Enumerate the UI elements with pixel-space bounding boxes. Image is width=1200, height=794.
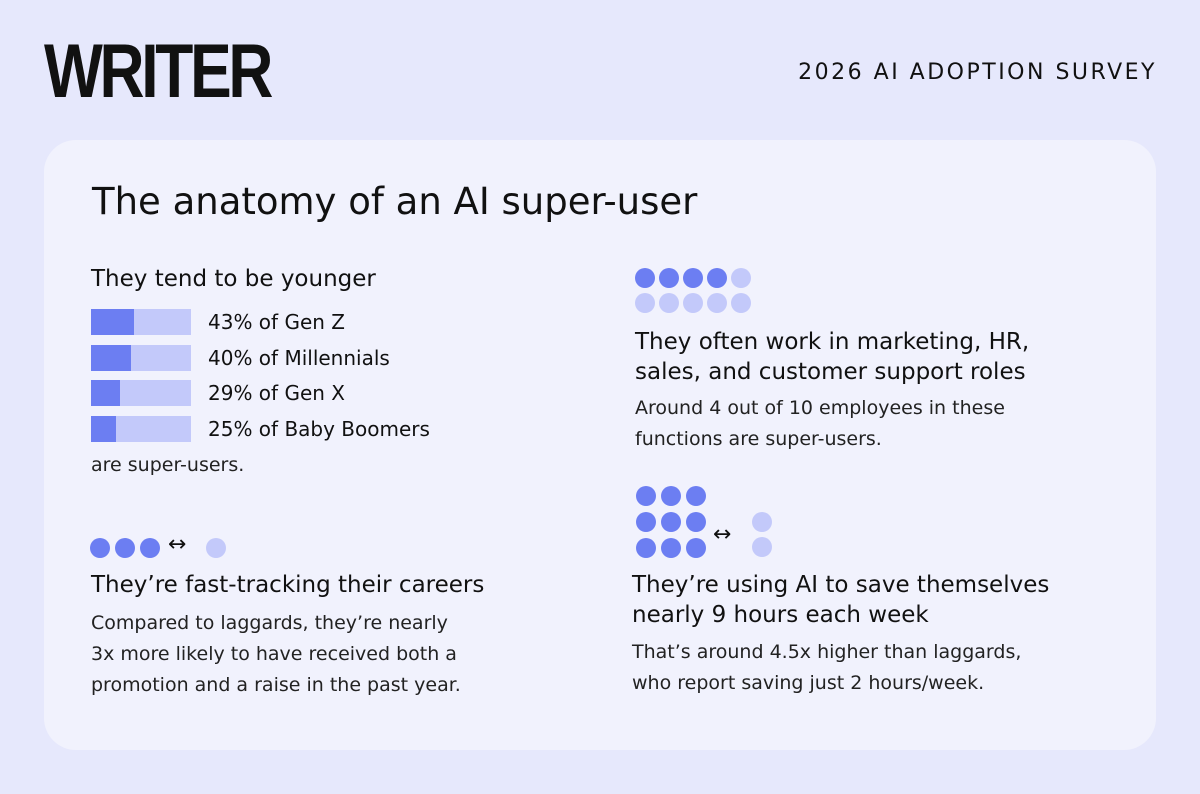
dot	[115, 538, 135, 558]
dot	[752, 512, 772, 532]
hours-body: That’s around 4.5x higher than laggards,…	[632, 637, 1021, 699]
bar-label: 29% of Gen X	[208, 381, 345, 405]
dot	[752, 537, 772, 557]
dot	[659, 268, 679, 288]
arrow: ↔	[168, 532, 187, 557]
dot	[686, 512, 706, 532]
text-line: who report saving just 2 hours/week.	[632, 672, 985, 694]
hours-heading: They’re using AI to save themselves nearl…	[632, 570, 1049, 630]
dot	[686, 486, 706, 506]
bar-fill	[91, 344, 131, 371]
dot	[636, 538, 656, 558]
dot	[636, 512, 656, 532]
bar-track	[91, 309, 191, 335]
dot	[683, 268, 703, 288]
dot	[140, 538, 160, 558]
bar-track	[91, 380, 191, 406]
bar-label: 43% of Gen Z	[208, 310, 345, 334]
text-line: 3x more likely to have received both a	[91, 643, 457, 665]
text-line: They often work in marketing, HR,	[635, 329, 1030, 355]
text-line: promotion and a raise in the past year.	[91, 674, 461, 696]
text-line: Compared to laggards, they’re nearly	[91, 612, 448, 634]
logo: WRITER	[44, 29, 273, 114]
dot	[731, 268, 751, 288]
dot	[707, 268, 727, 288]
survey-label: 2026 AI ADOPTION SURVEY	[798, 60, 1157, 85]
dot	[206, 538, 226, 558]
dot	[686, 538, 706, 558]
text-line: Around 4 out of 10 employees in these	[635, 397, 1005, 419]
careers-body: Compared to laggards, they’re nearly 3x m…	[91, 608, 461, 701]
arrow: ↔	[713, 522, 732, 547]
roles-body: Around 4 out of 10 employees in these fun…	[635, 393, 1005, 455]
bar-track	[91, 415, 191, 442]
text-line: They’re using AI to save themselves	[632, 572, 1050, 598]
dot	[731, 293, 751, 313]
roles-heading: They often work in marketing, HR, sales, …	[635, 327, 1029, 387]
dot	[636, 486, 656, 506]
dot	[659, 293, 679, 313]
age-footer: are super-users.	[91, 454, 245, 476]
bar-label: 25% of Baby Boomers	[208, 416, 430, 441]
text-line: functions are super-users.	[635, 428, 882, 450]
careers-heading: They’re fast-tracking their careers	[91, 572, 485, 598]
text-line: nearly 9 hours each week	[632, 602, 929, 628]
text-line: sales, and customer support roles	[635, 359, 1026, 385]
bar-fill	[91, 309, 134, 335]
dot	[661, 538, 681, 558]
bar-fill	[91, 380, 120, 406]
dot	[707, 293, 727, 313]
card	[44, 140, 1156, 750]
card-title: The anatomy of an AI super-user	[92, 180, 698, 223]
age-heading: They tend to be younger	[91, 266, 376, 292]
dot	[661, 512, 681, 532]
bar-track	[91, 344, 191, 371]
dot	[661, 486, 681, 506]
text-line: That’s around 4.5x higher than laggards,	[632, 641, 1022, 663]
bar-fill	[91, 415, 116, 442]
dot	[90, 538, 110, 558]
dot	[635, 268, 655, 288]
bar-label: 40% of Millennials	[208, 345, 390, 370]
dot	[683, 293, 703, 313]
dot	[635, 293, 655, 313]
